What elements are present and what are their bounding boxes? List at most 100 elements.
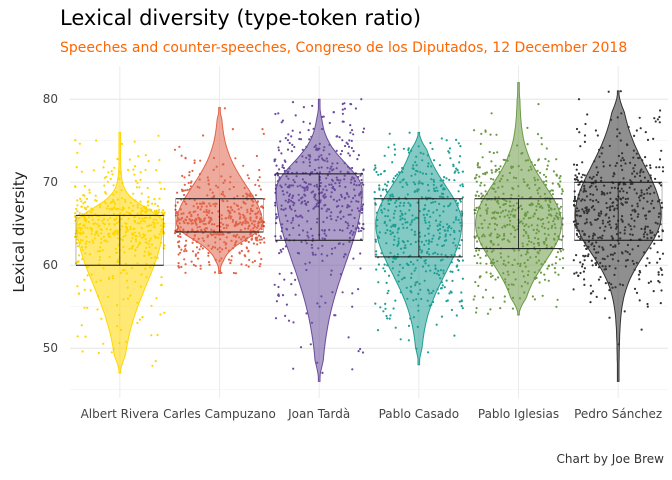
jitter-point xyxy=(638,174,642,177)
jitter-point xyxy=(180,154,183,157)
jitter-point xyxy=(143,217,146,220)
jitter-point xyxy=(494,217,497,220)
jitter-point xyxy=(286,219,289,223)
jitter-point xyxy=(244,219,247,222)
jitter-point xyxy=(409,254,412,257)
jitter-point xyxy=(188,212,191,215)
jitter-point xyxy=(383,270,387,273)
jitter-point xyxy=(631,248,634,251)
jitter-point xyxy=(336,215,339,219)
jitter-point xyxy=(117,207,120,210)
jitter-point xyxy=(435,323,438,326)
jitter-point xyxy=(278,252,281,255)
jitter-point xyxy=(561,217,564,220)
jitter-point xyxy=(553,223,556,226)
jitter-point xyxy=(391,161,394,164)
jitter-point xyxy=(153,262,156,265)
jitter-point xyxy=(248,194,251,197)
jitter-point xyxy=(292,184,295,187)
jitter-point xyxy=(103,184,106,187)
jitter-point xyxy=(117,237,120,240)
jitter-point xyxy=(350,178,353,181)
jitter-point xyxy=(439,220,442,223)
jitter-point xyxy=(533,163,537,167)
jitter-point xyxy=(615,225,619,228)
jitter-point xyxy=(543,232,546,235)
jitter-point xyxy=(221,190,224,193)
jitter-point xyxy=(325,189,328,192)
jitter-point xyxy=(420,240,423,243)
jitter-point xyxy=(74,212,77,215)
jitter-point xyxy=(529,165,532,168)
jitter-point xyxy=(337,242,340,245)
jitter-point xyxy=(442,269,445,272)
jitter-point xyxy=(621,168,624,171)
jitter-point xyxy=(615,233,619,236)
jitter-point xyxy=(328,143,331,146)
jitter-point xyxy=(383,169,386,173)
jitter-point xyxy=(472,298,475,301)
jitter-point xyxy=(278,176,281,179)
jitter-point xyxy=(95,199,98,202)
jitter-point xyxy=(409,223,412,226)
jitter-point xyxy=(325,216,329,219)
jitter-point xyxy=(383,263,386,266)
jitter-point xyxy=(389,251,392,254)
jitter-point xyxy=(607,90,610,93)
jitter-point xyxy=(200,228,203,231)
jitter-point xyxy=(504,209,507,212)
jitter-point xyxy=(460,210,463,213)
jitter-point xyxy=(334,314,337,317)
jitter-point xyxy=(247,221,250,224)
jitter-point xyxy=(332,168,335,171)
jitter-point xyxy=(393,212,396,215)
jitter-point xyxy=(176,216,179,219)
jitter-point xyxy=(188,171,191,174)
jitter-point xyxy=(653,234,656,237)
jitter-point xyxy=(587,210,590,213)
jitter-point xyxy=(313,196,316,199)
jitter-point xyxy=(603,184,606,187)
y-tick-label: 60 xyxy=(43,258,58,272)
jitter-point xyxy=(389,194,392,197)
jitter-point xyxy=(614,267,617,270)
jitter-point xyxy=(611,205,614,208)
jitter-point xyxy=(411,219,414,222)
jitter-point xyxy=(483,235,486,238)
jitter-point xyxy=(113,206,116,209)
jitter-point xyxy=(200,205,203,208)
jitter-point xyxy=(290,221,293,224)
jitter-point xyxy=(624,226,627,229)
jitter-point xyxy=(401,217,404,220)
jitter-point xyxy=(384,183,387,186)
jitter-point xyxy=(339,153,342,156)
jitter-point xyxy=(583,134,587,137)
jitter-point xyxy=(459,145,462,148)
jitter-point xyxy=(520,285,523,288)
jitter-point xyxy=(414,173,417,176)
jitter-point xyxy=(503,295,506,298)
jitter-point xyxy=(277,112,280,115)
jitter-point xyxy=(179,226,182,229)
jitter-point xyxy=(353,188,356,191)
jitter-point xyxy=(191,250,195,253)
jitter-point xyxy=(356,207,359,210)
jitter-point xyxy=(573,272,576,275)
jitter-point xyxy=(555,305,558,308)
jitter-point xyxy=(549,213,552,216)
jitter-point xyxy=(78,226,81,229)
jitter-point xyxy=(81,230,85,234)
x-tick-label: Pedro Sánchez xyxy=(574,407,662,421)
jitter-point xyxy=(281,294,285,297)
jitter-point xyxy=(97,351,100,355)
jitter-point xyxy=(559,250,563,253)
jitter-point xyxy=(383,221,386,225)
jitter-point xyxy=(427,242,430,245)
jitter-point xyxy=(405,181,408,184)
jitter-point xyxy=(646,200,649,203)
jitter-point xyxy=(195,218,198,221)
jitter-point xyxy=(292,178,295,182)
jitter-point xyxy=(284,183,287,186)
jitter-point xyxy=(553,267,557,270)
jitter-point xyxy=(609,209,612,212)
